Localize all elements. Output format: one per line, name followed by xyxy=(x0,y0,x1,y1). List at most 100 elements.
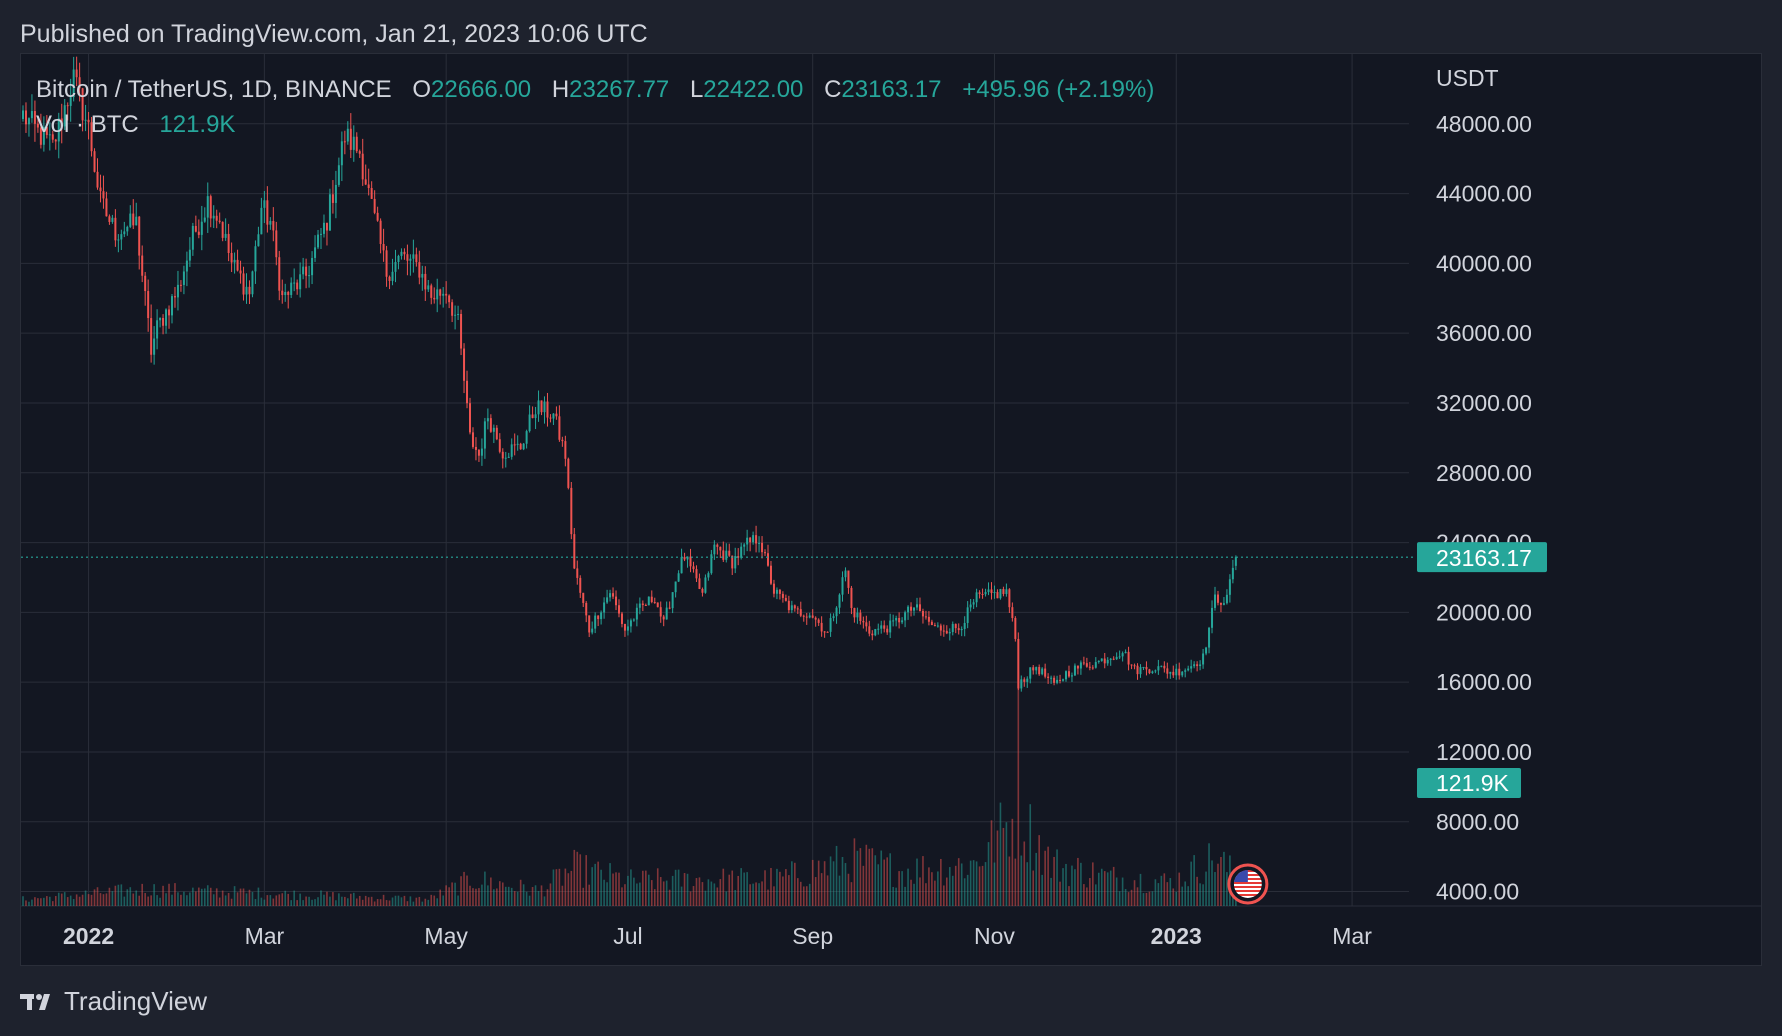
candle-body xyxy=(957,628,960,631)
volume-bar xyxy=(648,874,650,906)
candle-body xyxy=(63,105,66,127)
volume-bar xyxy=(138,895,141,906)
candlestick-chart[interactable]: USDT 48000.00 44000.00 40000.00 36000.00 3200… xyxy=(21,54,1761,965)
candle-body xyxy=(194,225,197,232)
volume-label[interactable]: Vol · BTC xyxy=(36,111,139,138)
volume-bar xyxy=(871,848,874,906)
candle-body xyxy=(1166,668,1169,674)
candle-body xyxy=(168,309,171,316)
volume-bar xyxy=(561,885,564,906)
candle-body xyxy=(612,593,615,597)
time-tick-label: May xyxy=(424,923,468,949)
volume-bar xyxy=(361,899,364,906)
candle-body xyxy=(1076,665,1079,669)
volume-bar xyxy=(1050,877,1052,906)
volume-bar xyxy=(776,868,778,906)
candle-body xyxy=(123,231,126,235)
candle-body xyxy=(337,165,340,185)
volume-bar xyxy=(1193,855,1195,906)
candle-body xyxy=(221,221,224,238)
volume-bar xyxy=(585,855,588,906)
candle-body xyxy=(546,401,549,418)
volume-bar xyxy=(111,891,114,906)
volume-bar xyxy=(695,878,698,906)
candle-body xyxy=(516,443,519,445)
volume-bar xyxy=(1005,822,1008,906)
candle-body xyxy=(767,553,769,566)
volume-bar xyxy=(642,870,644,906)
candle-body xyxy=(916,604,918,608)
candle-body xyxy=(847,570,850,588)
volume-bar xyxy=(487,885,489,906)
volume-bar xyxy=(737,875,739,906)
candle-body xyxy=(728,550,731,556)
candle-body xyxy=(320,233,322,235)
candle-body xyxy=(269,221,272,225)
volume-bar xyxy=(60,893,63,906)
volume-bar xyxy=(266,895,269,906)
volume-bar xyxy=(1029,804,1032,906)
volume-bar xyxy=(758,883,760,906)
candle-body xyxy=(293,282,296,284)
volume-bar xyxy=(186,895,188,906)
volume-bar xyxy=(269,895,272,906)
candle-body xyxy=(132,213,135,226)
candle-body xyxy=(129,213,132,227)
volume-bar xyxy=(686,873,689,906)
volume-bar xyxy=(201,888,203,906)
candle-body xyxy=(150,318,153,355)
volume-bar xyxy=(594,863,596,906)
volume-bar xyxy=(99,893,102,906)
candle-body xyxy=(841,577,844,595)
volume-bar xyxy=(382,894,385,906)
volume-bar xyxy=(397,895,400,906)
chart-panel[interactable]: USDT 48000.00 44000.00 40000.00 36000.00 3200… xyxy=(20,53,1762,966)
candle-body xyxy=(638,603,641,608)
time-tick-label: Mar xyxy=(1332,923,1372,949)
volume-bar xyxy=(1214,872,1216,906)
time-tick-label: Jul xyxy=(613,923,642,949)
volume-bar xyxy=(445,885,447,906)
candle-body xyxy=(600,612,603,620)
volume-bar xyxy=(636,883,638,906)
volume-bar xyxy=(510,887,513,906)
volume-bar xyxy=(230,898,233,906)
volume-bar xyxy=(728,874,731,906)
volume-bar xyxy=(916,858,918,906)
candle-body xyxy=(257,234,260,247)
volume-bar xyxy=(1220,856,1222,906)
candle-body xyxy=(555,413,558,417)
volume-bar xyxy=(570,870,573,906)
symbol-name[interactable]: Bitcoin / TetherUS, 1D, BINANCE xyxy=(36,76,392,103)
volume-bar xyxy=(481,884,483,906)
price-tick-label: 8000.00 xyxy=(1436,809,1519,835)
candle-body xyxy=(135,216,138,226)
candle-body xyxy=(618,605,620,614)
candle-body xyxy=(534,414,537,419)
volume-bar xyxy=(150,895,152,906)
candle-body xyxy=(501,451,504,459)
volume-bar xyxy=(770,867,772,906)
candle-body xyxy=(573,534,576,569)
candle-body xyxy=(519,443,522,450)
volume-bar xyxy=(105,893,108,906)
candle-body xyxy=(367,184,370,188)
candle-body xyxy=(850,587,853,609)
candle-body xyxy=(743,544,746,547)
candle-body xyxy=(370,187,373,199)
candle-body xyxy=(1211,607,1214,628)
candle-body xyxy=(811,615,814,618)
candle-body xyxy=(1205,647,1208,654)
footer-brand[interactable]: TradingView xyxy=(20,986,207,1017)
time-tick-label: Nov xyxy=(974,923,1015,949)
price-tick-label: 12000.00 xyxy=(1436,739,1532,765)
us-flag-icon[interactable] xyxy=(1227,863,1269,905)
candle-body xyxy=(69,97,72,106)
volume-bar xyxy=(1053,856,1055,906)
candle-body xyxy=(615,596,618,606)
volume-bar xyxy=(448,887,450,906)
volume-bar xyxy=(755,882,757,906)
volume-bar xyxy=(591,867,593,906)
volume-bar xyxy=(1127,892,1130,906)
candle-body xyxy=(585,602,588,616)
